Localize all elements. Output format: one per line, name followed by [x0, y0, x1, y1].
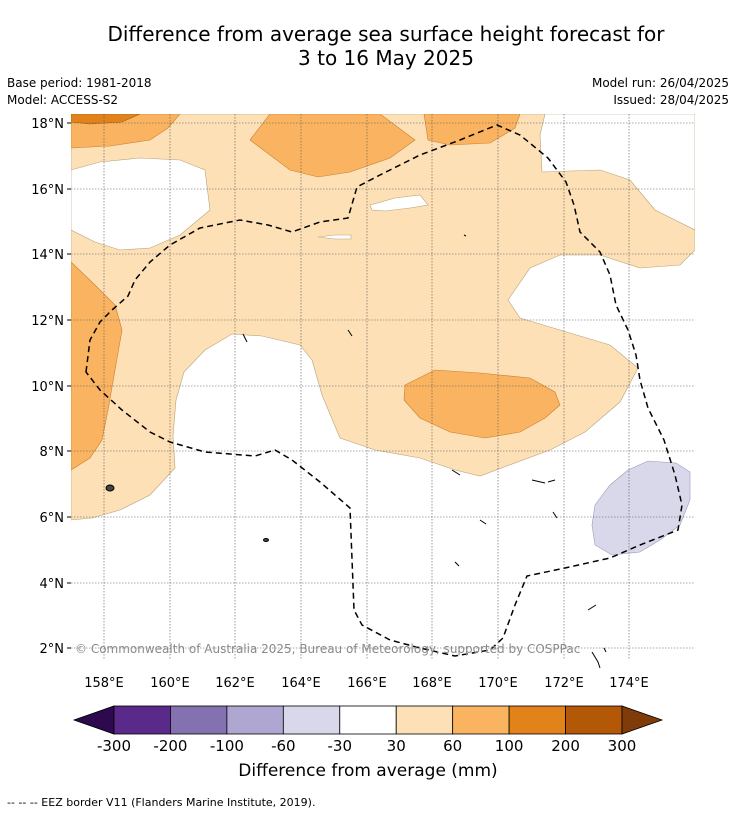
colorbar-segment	[508, 705, 566, 735]
anomaly-region-60-100-north	[249, 114, 416, 178]
island	[451, 469, 487, 567]
lon-label: 158°E	[84, 676, 124, 691]
lon-label: 160°E	[150, 676, 190, 691]
island	[242, 234, 467, 343]
anomaly-region-negative-east	[591, 460, 691, 556]
model-name: Model: ACCESS-S2	[7, 93, 119, 107]
lon-label: 168°E	[412, 676, 452, 691]
colorbar-segment	[395, 705, 454, 735]
lon-label: 166°E	[347, 676, 387, 691]
colorbar-tick-label: -60	[271, 737, 296, 755]
island	[587, 604, 607, 669]
anomaly-region-60-100-west	[71, 261, 123, 471]
lon-label: 170°E	[478, 676, 518, 691]
island	[263, 538, 269, 542]
copyright-text: © Commonwealth of Australia 2025, Bureau…	[75, 642, 580, 656]
colorbar-tick-label: -200	[153, 737, 187, 755]
model-run: Model run: 26/04/2025	[591, 76, 729, 90]
anomaly-region-100-200-corner	[71, 114, 141, 125]
lat-label: 14°N	[31, 248, 64, 263]
colorbar-tick-label: 200	[551, 737, 580, 755]
colorbar-tick-label: -300	[97, 737, 131, 755]
colorbar-tick-label: 30	[387, 737, 406, 755]
lon-label: 174°E	[609, 676, 649, 691]
axis-ticks	[67, 122, 71, 649]
colorbar-tick-label: -30	[328, 737, 353, 755]
neutral-region-islet-1	[369, 194, 429, 212]
lat-label: 18°N	[31, 117, 64, 132]
anomaly-region-60-100-northeast	[423, 114, 521, 146]
lat-label: 6°N	[40, 511, 65, 526]
colorbar-label: Difference from average (mm)	[238, 761, 498, 781]
eez-border	[85, 124, 683, 657]
longitude-labels: 158°E 160°E 162°E 164°E 166°E 168°E 170°…	[84, 676, 649, 691]
lat-label: 12°N	[31, 314, 64, 329]
colorbar-tick-label: 300	[608, 737, 637, 755]
issued-date: Issued: 28/04/2025	[613, 93, 729, 107]
island	[531, 479, 558, 519]
graticule	[71, 114, 695, 660]
lon-label: 162°E	[215, 676, 255, 691]
colorbar-segment	[226, 705, 284, 735]
latitude-labels: 18°N 16°N 14°N 12°N 10°N 8°N 6°N 4°N 2°N	[31, 117, 64, 657]
lat-label: 2°N	[40, 642, 65, 657]
eez-legend: -- -- -- EEZ border V11 (Flanders Marine…	[7, 796, 316, 809]
colorbar-tick-label: 100	[495, 737, 524, 755]
lat-label: 4°N	[40, 577, 65, 592]
colorbar-segment	[113, 705, 171, 735]
island	[105, 484, 115, 492]
neutral-region-islet-2	[317, 234, 352, 240]
colorbar-extend-high	[621, 705, 664, 735]
colorbar-segment	[170, 705, 228, 735]
anomaly-region-60-100-central	[403, 369, 561, 439]
title-line-1: Difference from average sea surface heig…	[107, 22, 665, 46]
colorbar	[72, 705, 664, 735]
title-line-2: 3 to 16 May 2025	[298, 46, 474, 70]
lon-label: 164°E	[281, 676, 321, 691]
colorbar-tick-label: 60	[443, 737, 462, 755]
colorbar-extend-low	[72, 705, 115, 735]
coastlines	[105, 234, 607, 669]
colorbar-segment	[339, 705, 397, 735]
colorbar-tick-label: -100	[210, 737, 244, 755]
neutral-region-west	[71, 157, 211, 251]
base-period: Base period: 1981-2018	[7, 76, 152, 90]
meta-left: Base period: 1981-2018 Model: ACCESS-S2	[7, 75, 152, 109]
lon-label: 172°E	[544, 676, 584, 691]
colorbar-tick-labels: -300 -200 -100 -60 -30 30 60 100 200 300	[97, 737, 636, 755]
colorbar-segment	[282, 705, 341, 735]
colorbar-segment	[452, 705, 510, 735]
lat-label: 10°N	[31, 380, 64, 395]
lat-label: 8°N	[40, 445, 65, 460]
neutral-region-east	[539, 114, 695, 231]
anomaly-contours	[71, 114, 695, 556]
lat-label: 16°N	[31, 183, 64, 198]
chart-title: Difference from average sea surface heig…	[0, 22, 736, 70]
meta-right: Model run: 26/04/2025 Issued: 28/04/2025	[592, 75, 729, 109]
colorbar-segment	[565, 705, 623, 735]
